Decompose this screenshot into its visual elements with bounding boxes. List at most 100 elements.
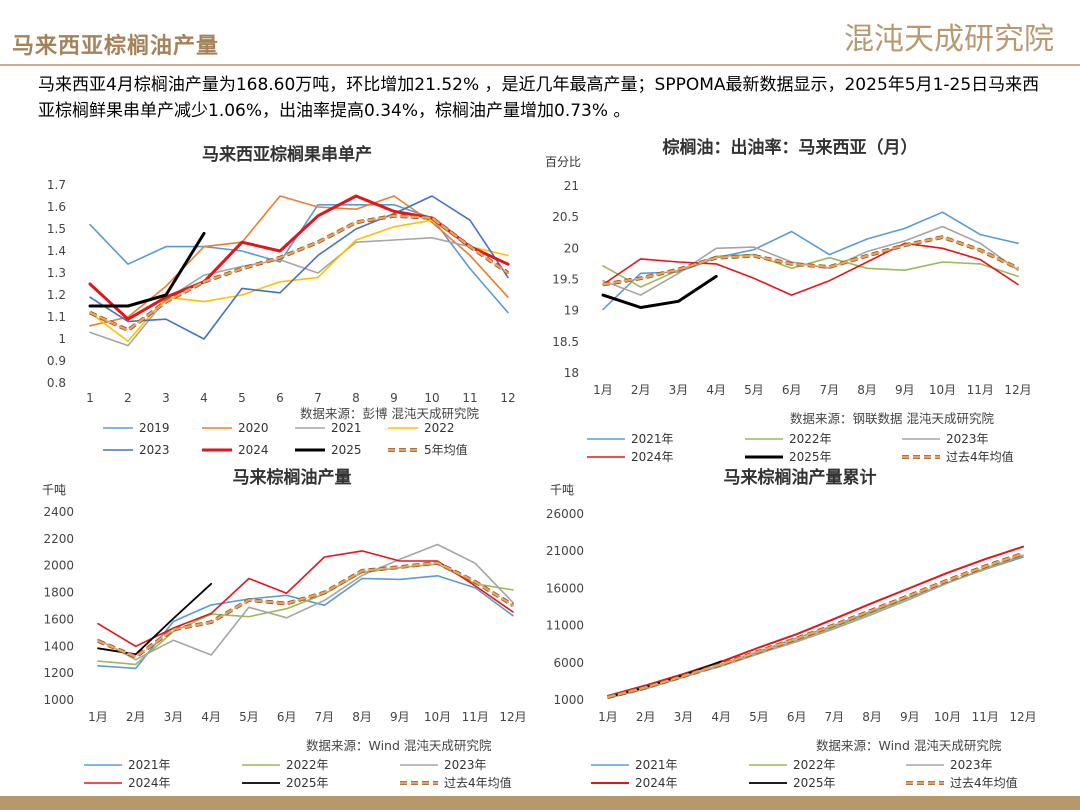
series-line-1: [602, 253, 1019, 288]
legend-item: 2023年: [902, 432, 989, 446]
x-tick-label: 5月: [239, 710, 259, 724]
x-tick-label: 10月: [929, 383, 956, 397]
legend-label: 2022年: [286, 758, 329, 772]
y-tick-label: 2000: [43, 559, 74, 573]
x-tick-label: 12: [500, 391, 515, 405]
x-tick-label: 1: [86, 391, 94, 405]
legend-label: 2023年: [946, 432, 989, 446]
x-tick-label: 5月: [744, 383, 764, 397]
x-tick-label: 7月: [820, 383, 840, 397]
legend-label: 2024年: [128, 776, 171, 790]
legend-item: 2025年: [749, 776, 836, 790]
y-tick-label: 1.2: [47, 288, 66, 302]
x-tick-label: 3月: [164, 710, 184, 724]
x-tick-label: 7: [314, 391, 322, 405]
series-line-5: [601, 235, 1020, 286]
legend-item: 2023年: [906, 758, 993, 772]
chart-title: 马来西亚棕榈果串单产: [202, 144, 372, 165]
x-tick-label: 6月: [277, 710, 297, 724]
legend-item: 过去4年均值: [906, 775, 1018, 790]
legend-label: 2022年: [793, 758, 836, 772]
x-tick-label: 2: [124, 391, 132, 405]
x-tick-label: 11月: [972, 710, 999, 724]
legend-label: 过去4年均值: [946, 449, 1014, 464]
legend-label: 2024年: [631, 450, 674, 464]
series-line-5: [88, 194, 510, 321]
legend-label: 2021年: [128, 758, 171, 772]
y-tick-label: 16000: [546, 581, 584, 595]
x-tick-label: 12月: [1009, 710, 1036, 724]
legend-label: 2021年: [635, 758, 678, 772]
y-tick-label: 1: [58, 332, 66, 346]
x-tick-label: 3: [162, 391, 170, 405]
legend-item: 5年均值: [388, 442, 468, 457]
brand-logo: 混沌天成研究院: [844, 14, 1054, 58]
legend-item: 2020: [202, 421, 269, 435]
brand-name: 混沌天成研究院: [844, 22, 1054, 57]
x-tick-label: 10月: [934, 710, 961, 724]
data-source: 数据来源：钢联数据 混沌天成研究院: [790, 411, 994, 426]
data-source: 数据来源：彭博 混沌天成研究院: [300, 406, 479, 421]
x-tick-label: 6月: [782, 383, 802, 397]
legend-label: 2022: [424, 421, 455, 435]
x-tick-label: 4月: [201, 710, 221, 724]
legend-label: 2023年: [444, 758, 487, 772]
y-tick-label: 21000: [546, 544, 584, 558]
page-title: 马来西亚棕榈油产量: [12, 34, 220, 59]
y-tick-label: 1000: [553, 693, 584, 707]
x-tick-label: 9月: [900, 710, 920, 724]
legend-item: 2023年: [400, 758, 487, 772]
legend-item: 2024年: [84, 776, 171, 790]
data-source: 数据来源：Wind 混沌天成研究院: [306, 738, 492, 753]
legend-item: 2024年: [587, 450, 674, 464]
x-tick-label: 6: [276, 391, 284, 405]
x-tick-label: 2月: [126, 710, 146, 724]
x-tick-label: 1月: [88, 710, 108, 724]
summary-text: 马来西亚4月棕榈油产量为168.60万吨，环比增加21.52% ，是近几年最高产…: [38, 75, 1040, 121]
legend-item: 2021年: [591, 758, 678, 772]
x-tick-label: 8月: [352, 710, 372, 724]
legend-label: 2024年: [635, 776, 678, 790]
series-line-1: [89, 195, 509, 327]
x-tick-label: 11月: [462, 710, 489, 724]
series-line-3: [89, 219, 509, 342]
x-tick-label: 9月: [895, 383, 915, 397]
legend-item: 2021年: [84, 758, 171, 772]
legend-label: 2021: [331, 421, 362, 435]
legend-label: 2024: [238, 443, 269, 457]
legend-item: 2022: [388, 421, 455, 435]
legend-label: 2025: [331, 443, 362, 457]
y-tick-label: 1.5: [47, 222, 66, 236]
legend-label: 2019: [139, 421, 170, 435]
x-tick-label: 5月: [749, 710, 769, 724]
y-tick-label: 18: [564, 366, 579, 380]
x-tick-label: 10: [424, 391, 439, 405]
chart-title: 棕榈油：出油率：马来西亚（月）: [663, 137, 918, 158]
legend-item: 2019: [103, 421, 170, 435]
x-tick-label: 4月: [711, 710, 731, 724]
header-divider: [0, 64, 1080, 66]
footer-bar: [0, 796, 1080, 810]
x-tick-label: 1月: [598, 710, 618, 724]
y-tick-label: 1.4: [47, 244, 66, 258]
x-tick-label: 1月: [593, 383, 613, 397]
series-line-5: [606, 552, 1025, 699]
chart-oer: 棕榈油：出油率：马来西亚（月） 百分比 18 18.5 19 19.5 20 20.5 21 1月…: [545, 137, 1032, 464]
legend-item: 2021年: [587, 432, 674, 446]
legend-label: 2025年: [789, 450, 832, 464]
y-axis-unit: 千吨: [42, 483, 66, 497]
y-axis-unit: 千吨: [550, 483, 574, 497]
y-tick-label: 1.3: [47, 266, 66, 280]
legend-item: 2025年: [242, 776, 329, 790]
x-tick-label: 9月: [390, 710, 410, 724]
series-line-2: [97, 543, 514, 661]
legend-label: 2025年: [793, 776, 836, 790]
y-tick-label: 1400: [43, 639, 74, 653]
chart-title: 马来棕榈油产量: [233, 467, 352, 488]
y-tick-label: 26000: [546, 507, 584, 521]
x-tick-label: 4月: [706, 383, 726, 397]
legend-item: 2022年: [749, 758, 836, 772]
legend-label: 2021年: [631, 432, 674, 446]
